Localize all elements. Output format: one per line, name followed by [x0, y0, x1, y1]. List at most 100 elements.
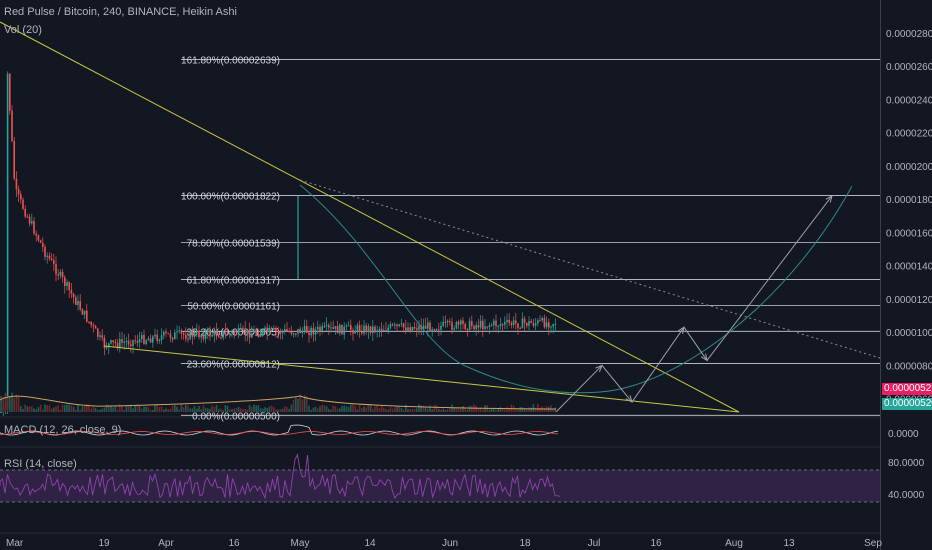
- candle-body: [48, 255, 51, 259]
- volume-bar: [521, 406, 524, 412]
- candle-body: [332, 327, 334, 329]
- fibonacci-retracement[interactable]: 161.80%(0.00002639) 100.00%(0.00001822) 78…: [181, 56, 880, 423]
- candle-body: [341, 324, 343, 335]
- volume-bar: [70, 405, 73, 412]
- candle-body: [374, 326, 376, 331]
- volume-bar: [402, 409, 405, 412]
- volume-bar: [534, 407, 537, 412]
- volume-bar: [130, 404, 132, 412]
- candle-body: [446, 320, 449, 323]
- volume-bar: [281, 408, 284, 412]
- time-axis-label: Aug: [725, 538, 743, 549]
- volume-bar: [257, 405, 260, 412]
- volume-bar: [198, 406, 200, 412]
- volume-bar: [405, 404, 407, 412]
- candle-body: [422, 325, 425, 330]
- volume-bar: [202, 405, 205, 412]
- candle-body: [275, 327, 277, 331]
- lower-trendline: [103, 345, 740, 413]
- candle-body: [121, 339, 123, 343]
- volume-bar: [433, 404, 436, 412]
- candle-body: [400, 323, 403, 325]
- volume-bar: [44, 404, 46, 412]
- candle-body: [328, 325, 330, 328]
- candle-body: [24, 208, 26, 217]
- volume-bar: [495, 409, 497, 412]
- candle-body: [134, 340, 136, 342]
- candle-body: [59, 271, 62, 276]
- volume-bar: [207, 408, 209, 412]
- candle-body: [147, 338, 150, 341]
- volume-bar: [477, 407, 480, 412]
- volume-bar: [103, 407, 106, 412]
- time-axis-label: Apr: [158, 538, 174, 549]
- volume-bar: [424, 407, 427, 412]
- volume-bar: [218, 409, 220, 412]
- volume-bar: [378, 408, 381, 412]
- volume-bar: [367, 405, 370, 412]
- volume-bar: [387, 409, 389, 412]
- volume-bar: [242, 409, 244, 412]
- candle-body: [176, 331, 178, 333]
- volume-bar: [383, 407, 385, 412]
- volume-bar: [422, 405, 425, 412]
- volume-bar: [460, 408, 462, 412]
- volume-bar: [15, 394, 18, 412]
- candle-body: [468, 320, 471, 330]
- candle-body: [156, 334, 158, 341]
- volume-bar: [504, 409, 506, 412]
- volume-bar: [446, 409, 449, 412]
- volume-bar: [149, 409, 152, 412]
- candle-body: [299, 328, 301, 334]
- candle-body: [484, 326, 486, 330]
- volume-bar: [528, 407, 530, 412]
- candle-body: [352, 329, 354, 334]
- rsi-label: RSI (14, close): [4, 458, 77, 470]
- volume-bar: [152, 409, 154, 412]
- time-axis-label: Jul: [588, 538, 601, 549]
- projection-arrow: [601, 365, 633, 403]
- volume-bar: [341, 406, 343, 412]
- volume-bar: [233, 408, 235, 412]
- candle-body: [409, 327, 411, 332]
- volume-bar: [48, 405, 51, 412]
- volume-bar: [325, 406, 328, 412]
- candle-body: [68, 282, 70, 290]
- candle-body: [391, 324, 394, 326]
- candle-body: [200, 335, 202, 338]
- volume-ma-line: [0, 395, 557, 410]
- volume-bar: [138, 405, 141, 412]
- candle-body: [521, 318, 524, 329]
- candle-body: [248, 329, 251, 338]
- volume-bar: [213, 406, 216, 412]
- candle-body: [101, 335, 103, 338]
- candle-body: [292, 333, 295, 335]
- candle-body: [325, 325, 328, 327]
- volume-bar: [537, 404, 539, 412]
- candle-body: [413, 326, 416, 329]
- candle-body: [508, 319, 510, 323]
- candle-body: [158, 339, 161, 341]
- candle-body: [57, 274, 59, 276]
- volume-bar: [61, 404, 64, 412]
- trend-drawings[interactable]: [0, 21, 881, 413]
- volume-bar: [519, 407, 521, 412]
- volume-bar: [490, 408, 493, 412]
- time-axis[interactable]: Mar 19 Apr 16 May 14 Jun 18 Jul 16 Aug 13 Sep: [6, 538, 882, 549]
- candle-body: [281, 331, 284, 334]
- candle-body: [350, 325, 352, 330]
- candle-body: [418, 325, 420, 330]
- volume-bar: [68, 404, 70, 412]
- volume-bar: [303, 395, 306, 412]
- volume-bar: [464, 407, 466, 412]
- candle-body: [380, 328, 383, 331]
- candle-body: [361, 331, 363, 334]
- volume-bar: [532, 404, 535, 412]
- time-axis-label: May: [291, 538, 310, 549]
- candle-body: [493, 320, 495, 326]
- candle-body: [490, 325, 493, 327]
